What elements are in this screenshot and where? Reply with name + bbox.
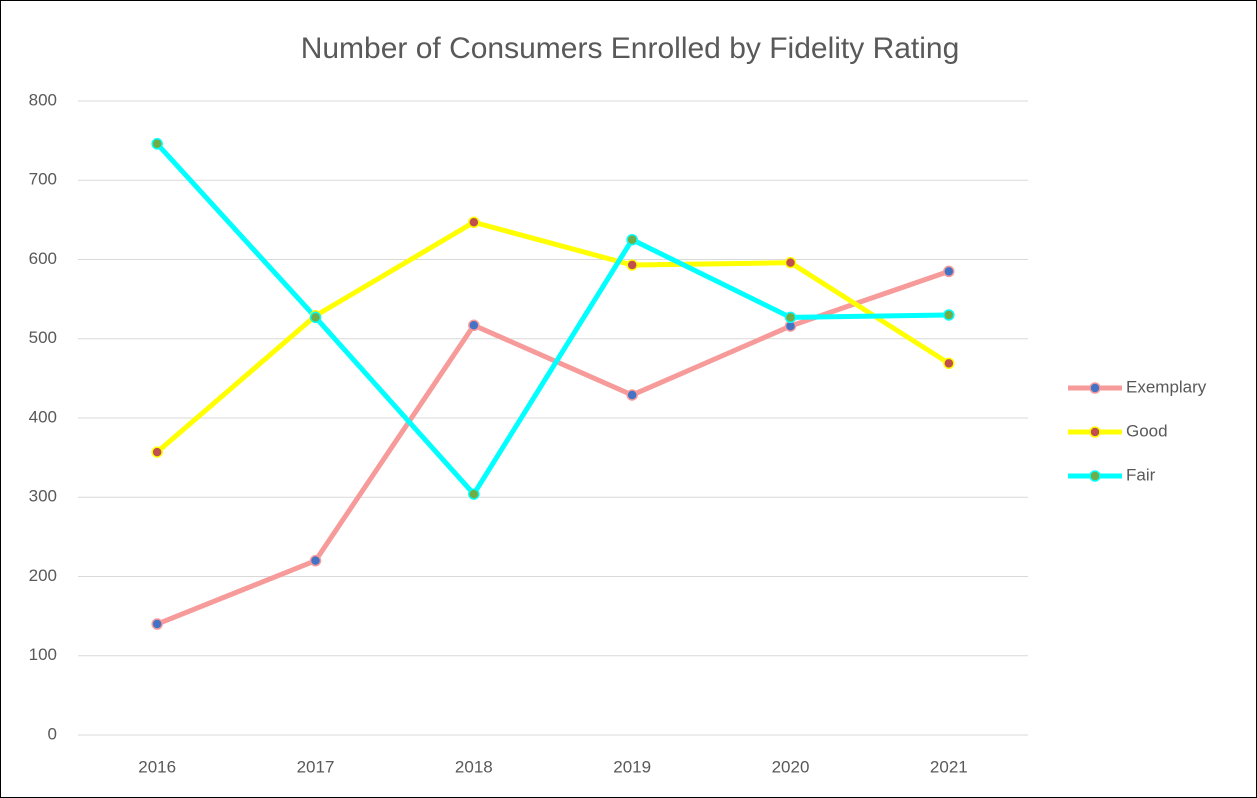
marker — [626, 233, 638, 246]
marker — [151, 446, 163, 458]
marker — [784, 311, 797, 324]
x-tick-label: 2019 — [613, 757, 651, 776]
legend-label: Good — [1126, 421, 1168, 440]
marker — [943, 265, 955, 278]
marker — [943, 357, 955, 370]
y-tick-label: 800 — [29, 90, 57, 109]
y-tick-label: 400 — [29, 407, 57, 426]
marker — [626, 389, 638, 401]
x-tick-label: 2017 — [297, 757, 335, 776]
legend-label: Exemplary — [1126, 377, 1207, 396]
marker — [468, 216, 480, 229]
legend-marker — [1089, 382, 1101, 394]
series-line — [154, 141, 952, 497]
marker — [468, 319, 480, 332]
x-tick-label: 2021 — [930, 757, 968, 776]
y-tick-label: 200 — [29, 566, 57, 585]
marker — [626, 259, 638, 271]
marker — [309, 554, 322, 567]
chart-title: Number of Consumers Enrolled by Fidelity… — [301, 32, 960, 65]
marker — [151, 138, 163, 150]
y-tick-label: 500 — [29, 328, 57, 347]
marker — [309, 311, 322, 324]
legend-marker — [1089, 470, 1101, 482]
x-tick-label: 2016 — [138, 757, 176, 776]
x-tick-label: 2020 — [772, 757, 810, 776]
legend-marker — [1089, 426, 1101, 438]
y-tick-label: 300 — [29, 487, 57, 506]
marker — [784, 256, 797, 269]
marker — [151, 618, 163, 630]
legend-label: Fair — [1126, 465, 1156, 484]
y-tick-label: 600 — [29, 249, 57, 268]
series-line — [154, 219, 952, 455]
marker — [943, 309, 955, 321]
x-tick-label: 2018 — [455, 757, 493, 776]
y-tick-label: 0 — [48, 724, 57, 743]
marker — [468, 488, 480, 500]
y-tick-label: 100 — [29, 645, 57, 664]
y-tick-label: 700 — [29, 170, 57, 189]
